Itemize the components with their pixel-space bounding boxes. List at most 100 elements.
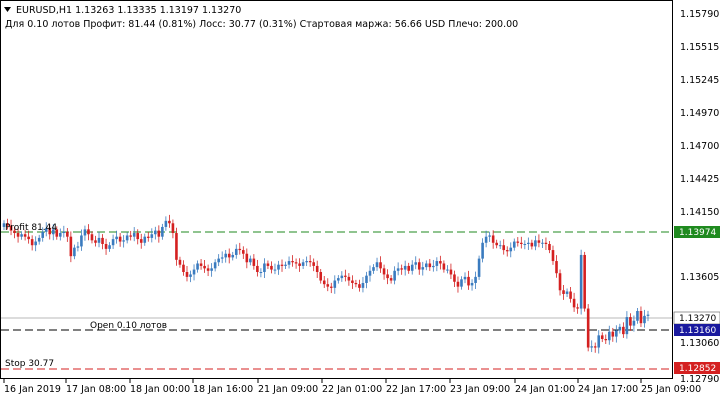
stop-label: Stop 30.77 <box>5 359 54 369</box>
take-profit-price: 1.13974 <box>679 228 716 238</box>
candle-body <box>414 262 418 265</box>
candle-body <box>495 242 498 246</box>
y-tick-label: 1.13605 <box>680 272 719 283</box>
y-tick-label: 1.14700 <box>680 141 719 152</box>
open-price-badge <box>674 324 720 336</box>
x-tick-label: 17 Jan 08:00 <box>66 384 126 395</box>
take-profit-label: Profit 81.44 <box>5 223 57 233</box>
candle-body <box>69 236 73 257</box>
candle-body <box>224 253 228 258</box>
candle-body <box>59 233 62 237</box>
candle-body <box>477 258 481 277</box>
candle-body <box>375 262 379 268</box>
candle-body <box>590 346 593 348</box>
candle-body <box>611 331 615 337</box>
candle-body <box>548 243 551 251</box>
take-profit-price-badge <box>674 226 720 238</box>
candle-body <box>421 267 425 270</box>
y-tick-label: 1.15245 <box>680 75 719 86</box>
candle-body <box>87 229 90 235</box>
candle-body <box>417 262 421 270</box>
time-scale[interactable]: 16 Jan 2019 17 Jan 08:00 18 Jan 00:00 18… <box>3 379 701 395</box>
candle-body <box>80 235 83 247</box>
candle-body <box>453 274 456 282</box>
candle-body <box>182 264 185 273</box>
candle-body <box>639 310 643 324</box>
candle-body <box>600 335 604 340</box>
candle-body <box>266 263 270 266</box>
candle-body <box>196 263 199 270</box>
candle-body <box>488 235 491 237</box>
candle-body <box>446 269 449 271</box>
candle-body <box>280 264 284 266</box>
candles-group <box>2 214 650 354</box>
x-tick-label: 18 Jan 16:00 <box>193 384 253 395</box>
candle-body <box>178 259 182 265</box>
candle-body <box>16 233 20 237</box>
candle-body <box>104 243 108 249</box>
candle-body <box>512 241 516 248</box>
candle-body <box>382 268 386 275</box>
open-price: 1.13160 <box>679 326 716 336</box>
candle-body <box>55 229 59 237</box>
candle-body <box>284 264 287 266</box>
candle-body <box>161 226 164 237</box>
candle-body <box>558 273 562 291</box>
y-tick-label: 1.15790 <box>680 9 719 20</box>
candle-body <box>231 254 235 258</box>
candle-body <box>322 280 326 285</box>
candle-body <box>555 261 558 274</box>
plot-area[interactable] <box>0 0 673 379</box>
candle-body <box>249 258 252 263</box>
y-tick-label: 1.12790 <box>680 374 719 385</box>
candle-body <box>259 272 263 274</box>
candle-body <box>139 239 143 243</box>
current-price: 1.13270 <box>679 314 716 324</box>
candle-body <box>389 278 393 281</box>
candle-body <box>210 268 213 271</box>
candle-body <box>643 315 646 324</box>
candle-body <box>252 258 256 266</box>
candle-body <box>319 272 323 281</box>
candle-body <box>301 262 305 266</box>
candle-body <box>97 237 101 243</box>
x-tick-label: 21 Jan 09:00 <box>258 384 318 395</box>
candle-body <box>432 265 435 268</box>
price-scale[interactable]: 1.15790 1.15515 1.15245 1.14970 1.14700 … <box>680 9 719 385</box>
candle-body <box>245 253 249 263</box>
candle-body <box>636 310 639 321</box>
candle-body <box>227 253 231 258</box>
candle-body <box>291 261 294 263</box>
y-tick-label: 1.13060 <box>680 338 719 349</box>
candle-body <box>537 240 541 243</box>
candle-body <box>593 346 597 348</box>
candle-body <box>597 335 601 348</box>
candle-body <box>498 245 502 247</box>
x-tick-label: 22 Jan 17:00 <box>386 384 446 395</box>
candle-body <box>108 245 111 249</box>
x-tick-label: 18 Jan 00:00 <box>130 384 190 395</box>
candle-body <box>530 242 534 247</box>
candle-body <box>460 279 463 287</box>
triangle-down-icon[interactable] <box>4 7 11 12</box>
candle-body <box>111 239 115 246</box>
candle-body <box>347 276 351 281</box>
candle-body <box>238 248 242 251</box>
candle-body <box>534 240 537 247</box>
candle-body <box>115 236 118 240</box>
candle-body <box>192 269 196 275</box>
y-tick-label: 1.14970 <box>680 108 719 119</box>
candle-body <box>351 280 354 283</box>
candle-body <box>523 243 527 245</box>
candle-body <box>94 240 97 243</box>
candle-body <box>154 230 157 235</box>
candle-body <box>481 242 484 259</box>
candle-body <box>583 254 586 309</box>
candle-body <box>520 242 523 244</box>
candle-body <box>51 229 55 235</box>
x-tick-label: 25 Jan 09:00 <box>641 384 701 395</box>
candle-body <box>298 263 301 266</box>
candle-body <box>287 261 291 265</box>
